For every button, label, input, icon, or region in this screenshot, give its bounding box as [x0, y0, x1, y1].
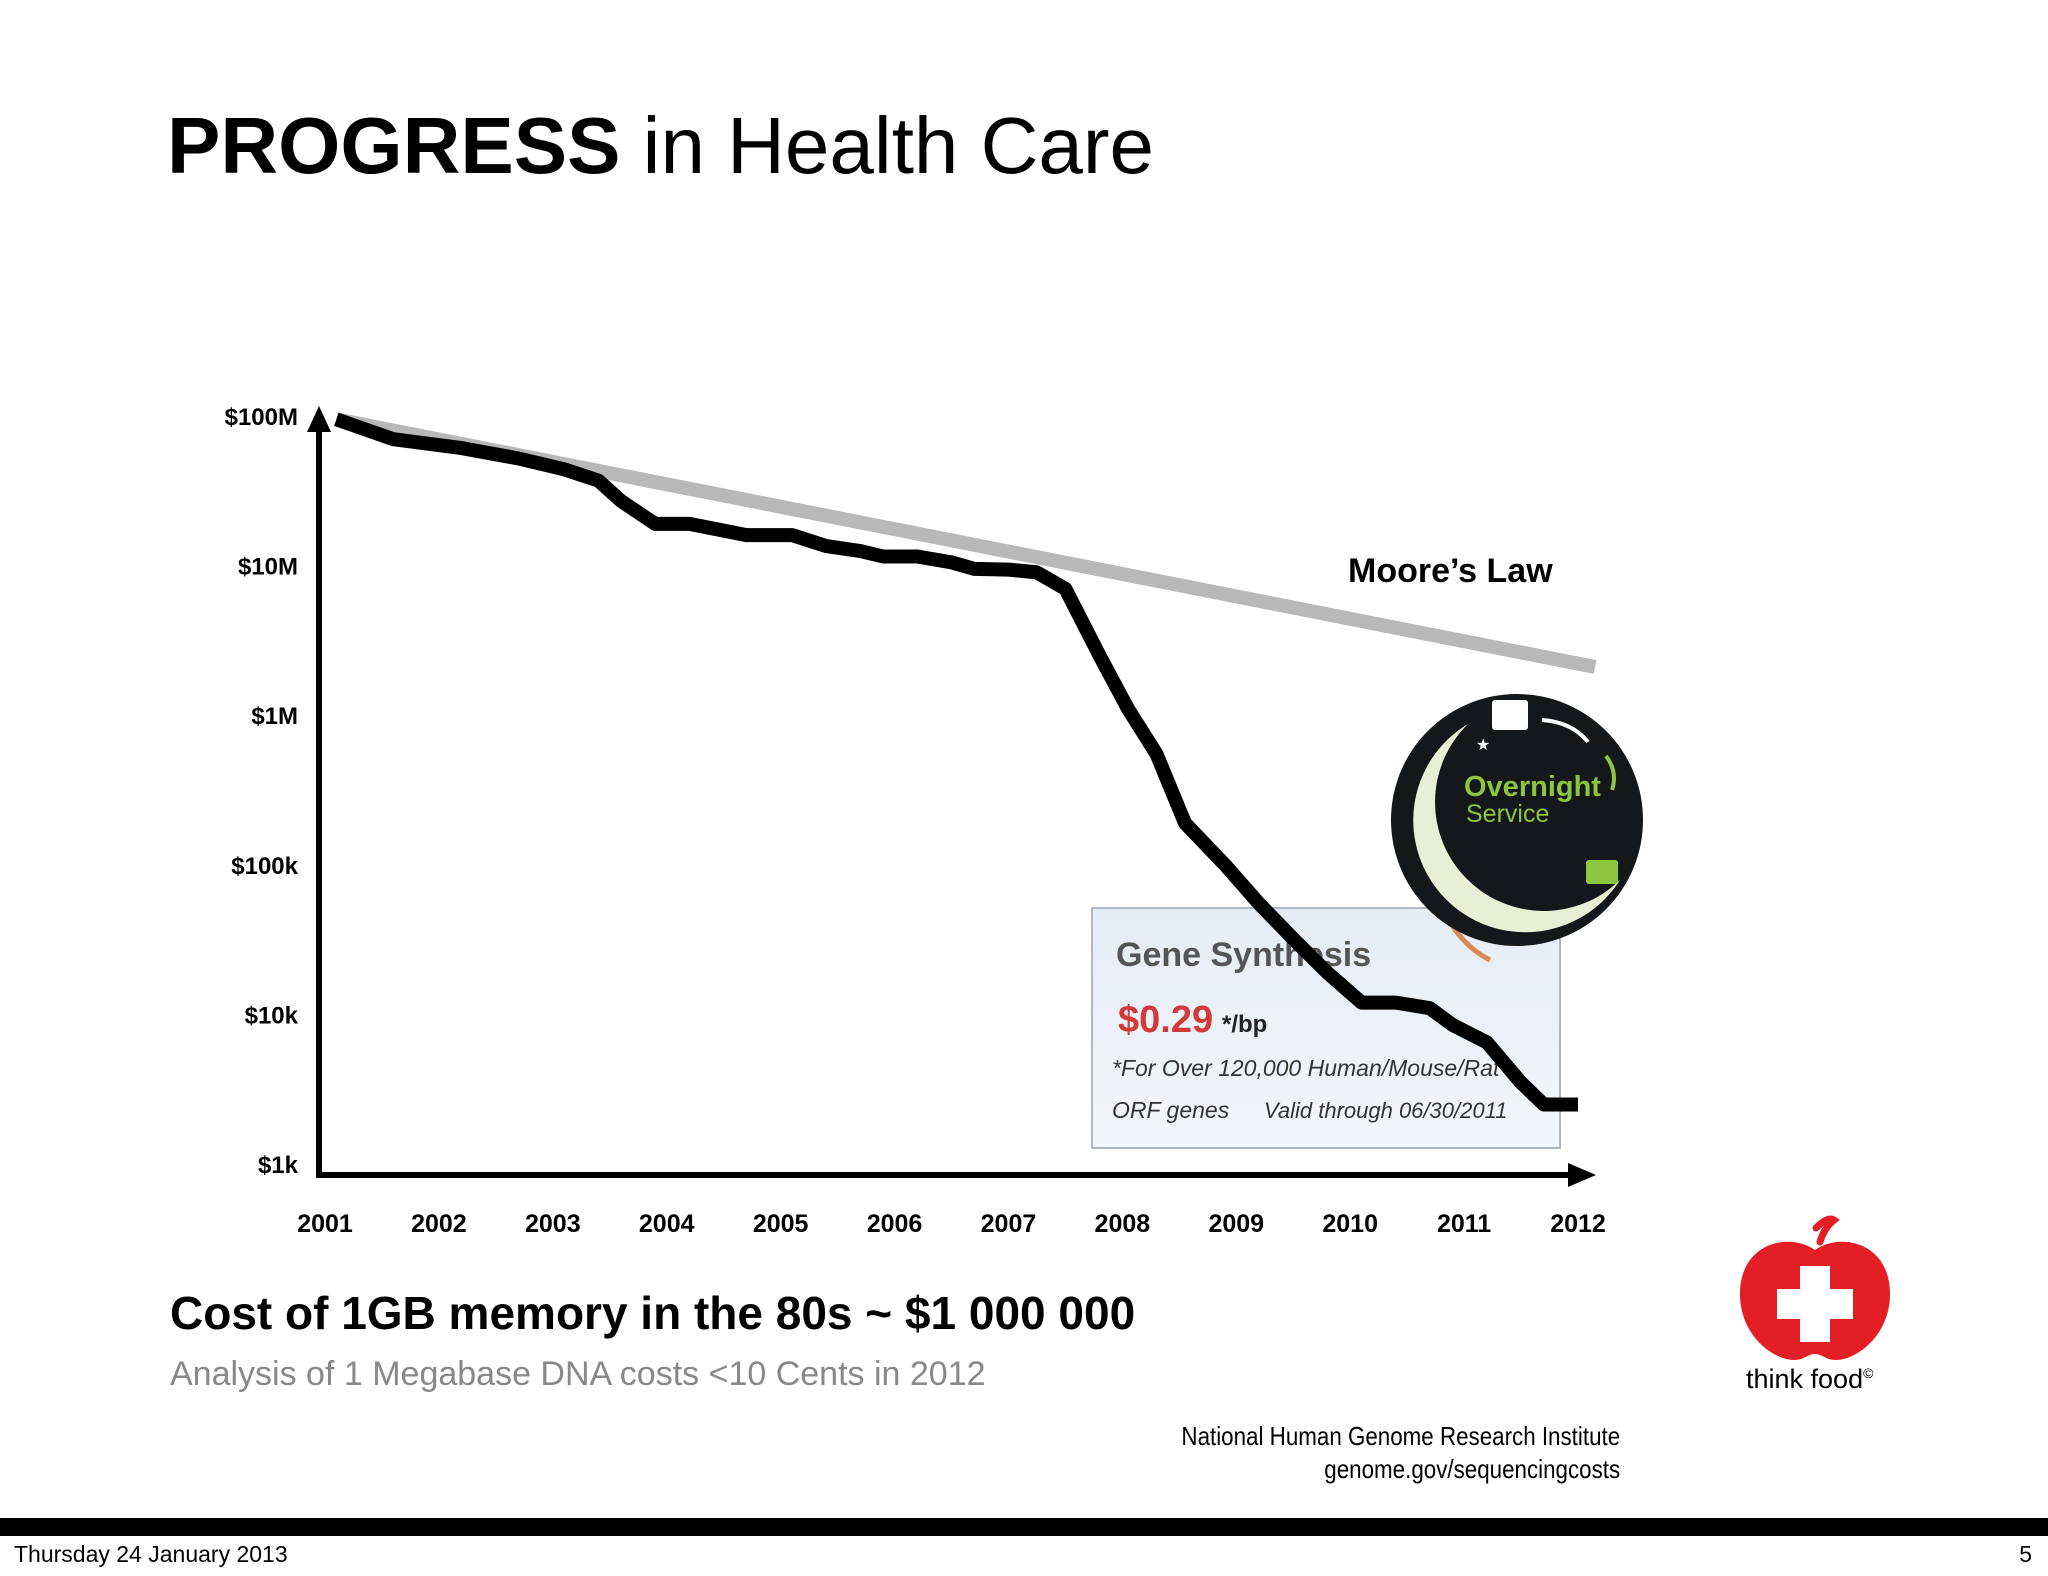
page-number: 5	[2019, 1541, 2032, 1567]
ad-note-3: Valid through 06/30/2011	[1264, 1098, 1507, 1123]
x-tick-label: 2012	[1550, 1210, 1606, 1238]
footer-date: Thursday 24 January 2013	[14, 1541, 288, 1567]
gene-synthesis-ad: Gene Synthesis $0.29 */bp *For Over 120,…	[1091, 907, 1561, 1149]
title-rest: in Health Care	[620, 101, 1155, 190]
y-tick-label: $100M	[225, 404, 298, 431]
x-tick-label: 2009	[1208, 1210, 1264, 1238]
y-tick-label: $10M	[238, 554, 298, 581]
sequencing-cost-line	[334, 412, 1578, 1112]
x-tick-label: 2004	[639, 1210, 695, 1238]
y-tick-label: $10k	[245, 1002, 299, 1029]
y-tick-label: $100k	[231, 853, 298, 880]
ad-price: $0.29	[1118, 999, 1213, 1041]
source-line-1: National Human Genome Research Institute	[1181, 1421, 1620, 1451]
cross-icon	[1777, 1289, 1853, 1319]
box-icon	[1586, 860, 1618, 884]
y-axis-arrow	[307, 406, 331, 432]
overnight-service-badge: ★ Overnight Service	[1391, 694, 1643, 963]
x-tick-label: 2007	[981, 1210, 1037, 1238]
logo-text-label: think food	[1746, 1364, 1864, 1394]
memory-cost-text: Cost of 1GB memory in the 80s ~ $1 000 0…	[170, 1287, 1136, 1339]
think-food-logo	[1740, 1215, 1890, 1360]
shop-icon	[1492, 700, 1528, 730]
x-tick-label: 2006	[867, 1210, 923, 1238]
source-citation: National Human Genome Research Institute…	[1181, 1420, 1620, 1486]
source-line-2: genome.gov/sequencingcosts	[1324, 1454, 1620, 1484]
ad-box	[1091, 907, 1561, 1149]
x-tick-label: 2001	[297, 1210, 353, 1238]
title-bold: PROGRESS	[167, 101, 621, 190]
x-tick-label: 2008	[1095, 1210, 1151, 1238]
ad-note-2: ORF genes	[1112, 1097, 1230, 1123]
moores-law-label: Moore’s Law	[1348, 552, 1553, 590]
y-tick-label: $1k	[258, 1152, 299, 1179]
x-tick-label: 2010	[1322, 1210, 1378, 1238]
apple-stem-icon	[1812, 1215, 1840, 1246]
slide-title: PROGRESS in Health Care	[167, 98, 1154, 194]
stars-icon: ★	[1476, 735, 1490, 754]
ad-price-unit: */bp	[1222, 1011, 1267, 1038]
x-axis-arrow	[1568, 1163, 1596, 1187]
y-tick-label: $1M	[251, 703, 298, 730]
arrow-icon	[1604, 754, 1616, 791]
copyright-mark: ©	[1863, 1365, 1874, 1381]
x-tick-label: 2002	[411, 1210, 467, 1238]
logo-text: think food©	[1746, 1364, 1873, 1395]
badge-line-1: Overnight	[1464, 771, 1601, 803]
x-tick-label: 2003	[525, 1210, 581, 1238]
badge-line-2: Service	[1466, 800, 1549, 828]
footer-bar	[0, 1518, 2048, 1536]
dna-cost-text: Analysis of 1 Megabase DNA costs <10 Cen…	[170, 1355, 986, 1393]
cost-chart: Gene Synthesis $0.29 */bp *For Over 120,…	[225, 404, 1643, 1238]
ad-note-1: *For Over 120,000 Human/Mouse/Rat	[1112, 1055, 1501, 1081]
x-tick-label: 2011	[1437, 1210, 1491, 1238]
moon-icon	[1413, 724, 1620, 933]
x-tick-label: 2005	[753, 1210, 809, 1238]
arrow-icon	[1541, 718, 1590, 744]
